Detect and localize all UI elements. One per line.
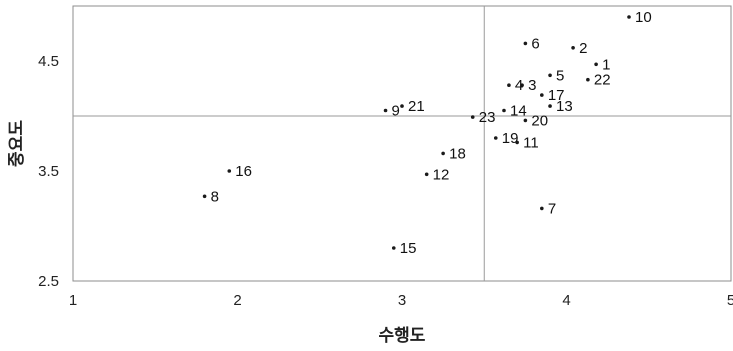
point-15: 15: [391, 240, 417, 257]
y-tick-label: 2.5: [38, 273, 59, 290]
point-label: 6: [531, 35, 539, 52]
point-label: 17: [548, 87, 565, 104]
point-label: 7: [548, 200, 556, 217]
x-tick-label: 1: [69, 292, 77, 309]
point-label: 5: [556, 67, 564, 84]
point-marker: [540, 206, 544, 211]
point-label: 21: [408, 98, 425, 115]
x-axis-ticks: 1 2 3 4 5: [69, 292, 733, 309]
point-label: 19: [502, 130, 519, 147]
point-marker: [202, 194, 207, 199]
reference-lines: [73, 6, 731, 281]
point-marker: [493, 136, 498, 140]
x-tick-label: 2: [233, 292, 241, 309]
point-marker: [548, 104, 552, 108]
x-tick-label: 4: [562, 292, 570, 309]
point-17: 17: [540, 87, 565, 104]
point-marker: [383, 108, 388, 113]
x-tick-label: 5: [727, 292, 733, 309]
point-3: 3: [520, 77, 536, 94]
point-marker: [424, 172, 429, 177]
point-6: 6: [523, 35, 540, 52]
point-label: 1: [602, 56, 610, 73]
y-axis-title: 중요도: [7, 120, 27, 167]
point-label: 15: [400, 240, 417, 257]
point-label: 11: [523, 134, 539, 151]
point-12: 12: [424, 166, 450, 183]
point-label: 14: [510, 103, 527, 120]
point-20: 20: [523, 112, 548, 129]
point-marker: [502, 108, 506, 113]
point-label: 8: [211, 188, 219, 205]
point-18: 18: [441, 145, 466, 162]
point-8: 8: [202, 188, 219, 205]
point-label: 4: [515, 77, 523, 94]
point-marker: [586, 77, 590, 82]
point-marker: [520, 83, 524, 87]
point-marker: [523, 41, 528, 46]
x-tick-label: 3: [398, 292, 406, 309]
point-marker: [507, 83, 511, 87]
point-label: 2: [579, 40, 587, 57]
plot-area: [72, 5, 732, 282]
point-label: 18: [449, 145, 466, 162]
point-1: 1: [594, 56, 610, 73]
point-7: 7: [540, 200, 556, 217]
point-2: 2: [571, 40, 587, 57]
point-label: 3: [528, 77, 536, 94]
point-label: 23: [479, 109, 496, 126]
point-marker: [594, 62, 598, 67]
point-marker: [515, 140, 519, 145]
point-10: 10: [627, 9, 652, 26]
point-marker: [571, 46, 575, 50]
point-14: 14: [502, 103, 527, 120]
point-21: 21: [400, 98, 425, 115]
point-marker: [227, 169, 232, 173]
point-marker: [540, 93, 544, 97]
point-label: 16: [235, 163, 252, 180]
point-marker: [400, 104, 404, 108]
point-4: 4: [507, 77, 523, 94]
point-marker: [391, 246, 396, 250]
point-marker: [470, 115, 475, 119]
y-tick-label: 4.5: [38, 53, 59, 70]
point-19: 19: [493, 130, 519, 147]
point-23: 23: [470, 109, 496, 126]
point-label: 20: [531, 112, 548, 129]
point-11: 11: [515, 134, 539, 151]
point-label: 12: [433, 166, 450, 183]
point-label: 10: [635, 9, 652, 26]
point-16: 16: [227, 163, 252, 180]
y-axis-ticks: 2.5 3.5 4.5: [38, 53, 59, 290]
point-marker: [523, 118, 528, 123]
y-tick-label: 3.5: [38, 163, 59, 180]
x-axis-title: 수행도: [379, 326, 426, 346]
point-9: 9: [383, 103, 400, 120]
point-marker: [627, 15, 631, 19]
point-13: 13: [548, 98, 573, 115]
point-22: 22: [586, 72, 611, 89]
point-marker: [548, 73, 552, 78]
point-label: 13: [556, 98, 573, 115]
point-5: 5: [548, 67, 564, 84]
point-label: 22: [594, 72, 611, 89]
point-marker: [441, 151, 445, 156]
point-label: 9: [392, 103, 400, 120]
